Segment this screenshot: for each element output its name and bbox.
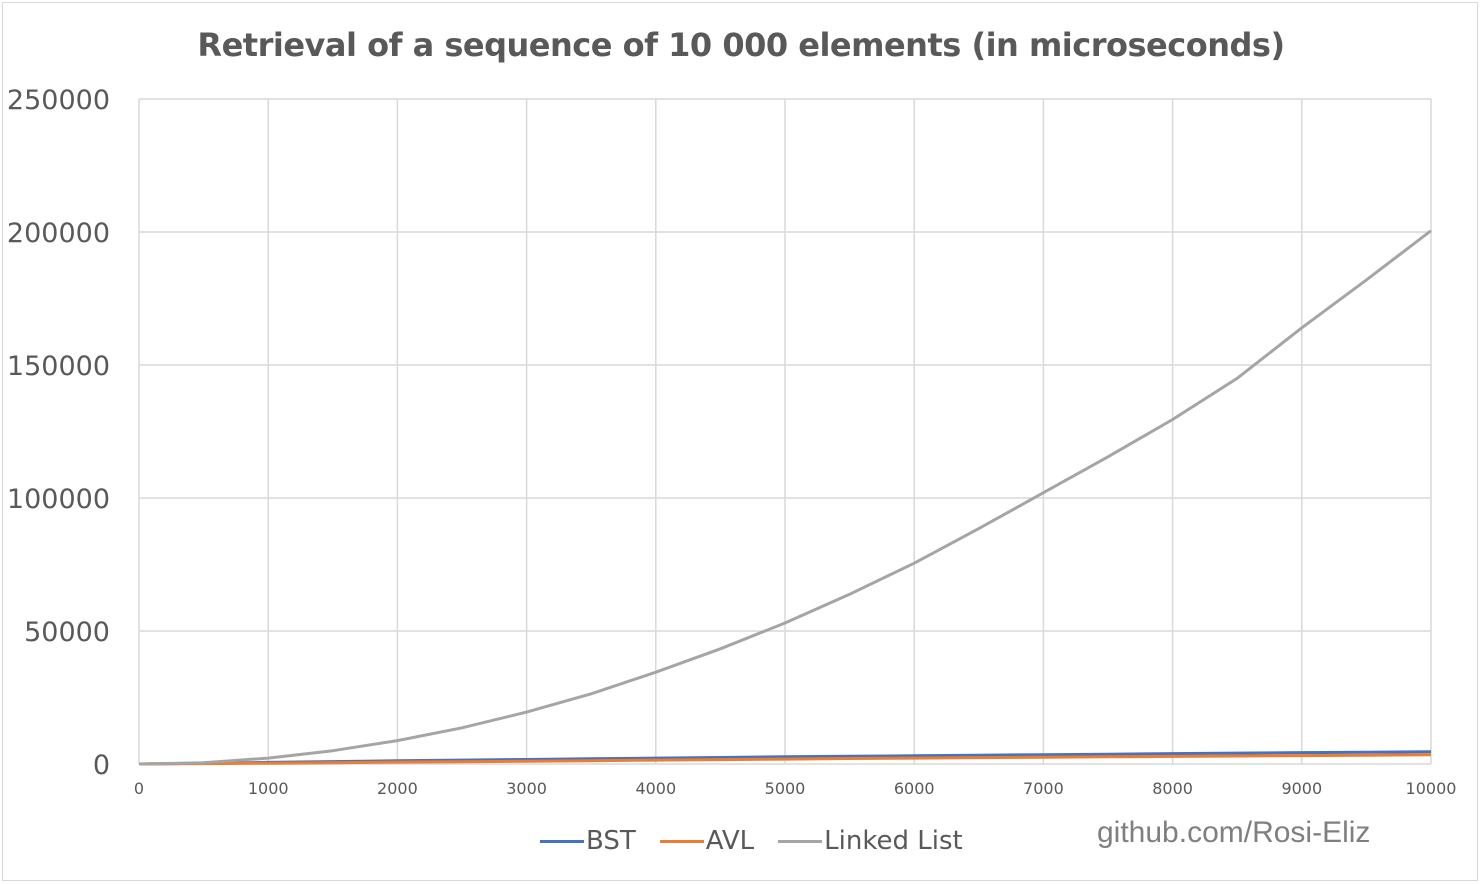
y-tick-label: 100000 bbox=[7, 484, 110, 515]
y-tick-label: 0 bbox=[93, 750, 110, 781]
x-tick-label: 0 bbox=[134, 779, 144, 798]
x-tick-label: 1000 bbox=[248, 779, 289, 798]
legend-label-bst: BST bbox=[586, 826, 636, 856]
legend-label-linked-list: Linked List bbox=[824, 826, 963, 856]
x-tick-label: 7000 bbox=[1023, 779, 1064, 798]
legend: BST AVL Linked List bbox=[540, 826, 987, 856]
legend-swatch-linked-list bbox=[778, 839, 823, 843]
legend-item-avl: AVL bbox=[659, 826, 755, 856]
x-tick-label: 4000 bbox=[635, 779, 676, 798]
x-tick-label: 9000 bbox=[1281, 779, 1322, 798]
legend-label-avl: AVL bbox=[705, 826, 755, 856]
x-tick-label: 8000 bbox=[1152, 779, 1193, 798]
y-tick-label: 50000 bbox=[24, 617, 110, 648]
legend-item-linked-list: Linked List bbox=[778, 826, 963, 856]
y-tick-label: 200000 bbox=[7, 218, 110, 249]
series-line-linked-list bbox=[138, 229, 1432, 766]
series-line-avl bbox=[138, 753, 1432, 766]
legend-swatch-avl bbox=[659, 839, 704, 843]
y-tick-label: 150000 bbox=[7, 351, 110, 382]
legend-swatch-bst bbox=[540, 839, 584, 843]
x-tick-label: 3000 bbox=[506, 779, 547, 798]
x-tick-label: 6000 bbox=[894, 779, 935, 798]
legend-item-bst: BST bbox=[540, 826, 636, 856]
watermark: github.com/Rosi-Eliz bbox=[1097, 816, 1371, 849]
chart-title: Retrieval of a sequence of 10 000 elemen… bbox=[197, 26, 1285, 64]
x-tick-label: 5000 bbox=[765, 779, 806, 798]
x-tick-label: 10000 bbox=[1406, 779, 1457, 798]
y-tick-label: 250000 bbox=[7, 85, 110, 116]
x-tick-label: 2000 bbox=[377, 779, 418, 798]
